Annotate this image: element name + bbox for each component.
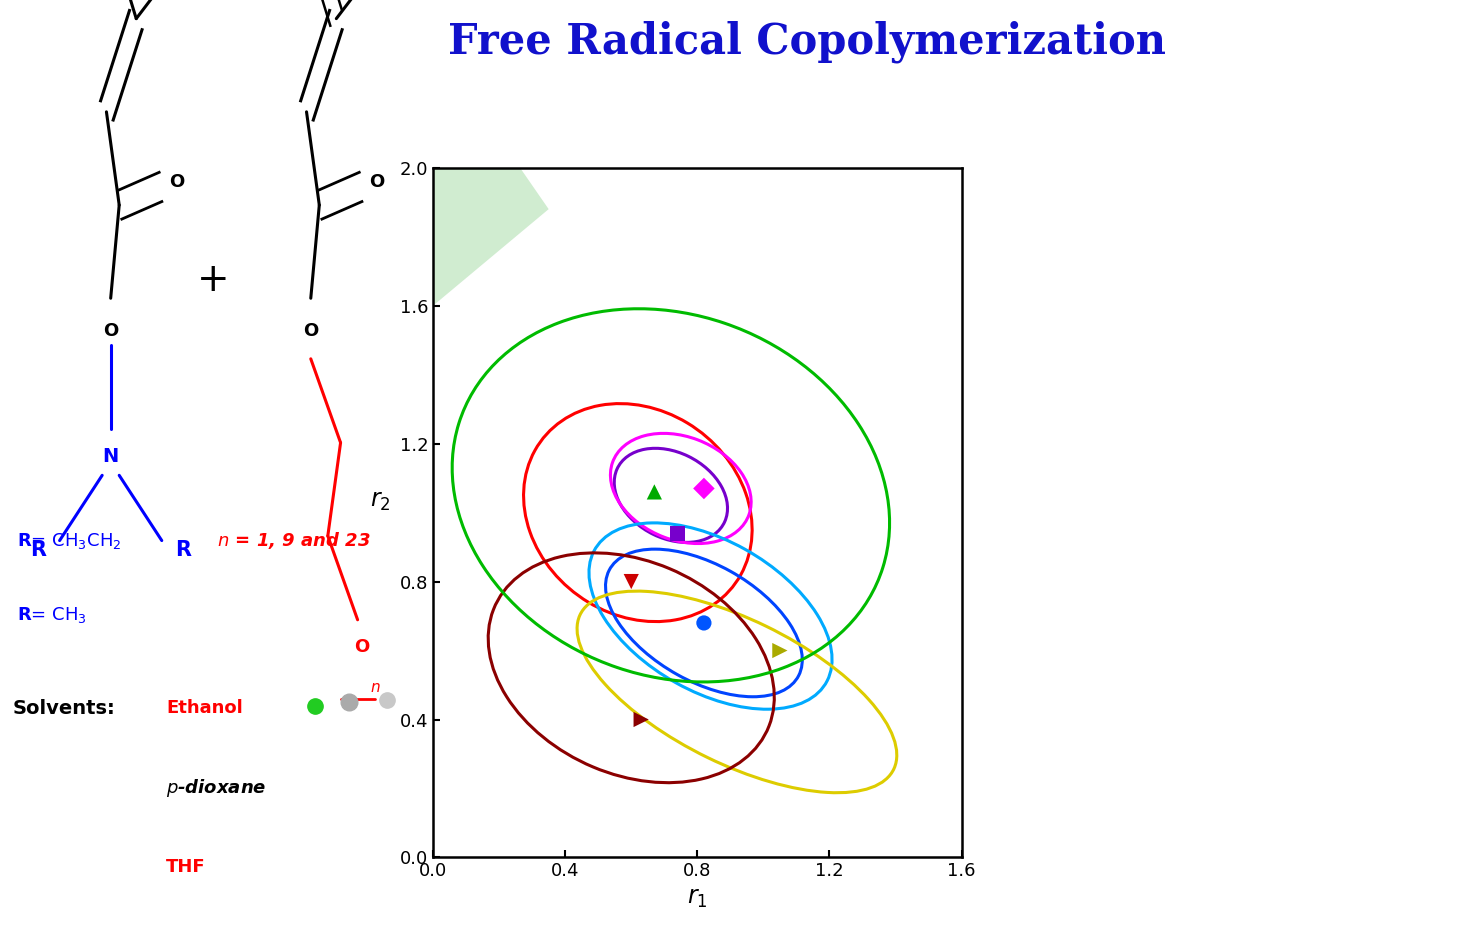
Text: THF: THF [166, 857, 206, 876]
Polygon shape [505, 30, 599, 147]
Text: R: R [175, 540, 191, 560]
Point [643, 485, 666, 500]
Point [665, 526, 690, 541]
Text: O: O [368, 172, 385, 191]
Text: O: O [169, 172, 185, 191]
Polygon shape [251, 71, 549, 334]
Text: +: + [197, 261, 229, 298]
Text: $\mathit{n}$: $\mathit{n}$ [370, 680, 382, 695]
Text: O: O [304, 322, 319, 339]
Text: $\bf{R}$= CH$_3$CH$_2$: $\bf{R}$= CH$_3$CH$_2$ [18, 530, 122, 551]
Point [691, 481, 715, 496]
Text: R: R [31, 540, 47, 560]
Point [619, 574, 643, 589]
Text: Solvents:: Solvents: [13, 699, 116, 718]
Point [630, 712, 653, 727]
Text: Ethanol: Ethanol [166, 699, 242, 718]
Text: N: N [103, 447, 119, 466]
Text: $p$-dioxane: $p$-dioxane [166, 776, 267, 799]
Text: $\mathit{n}$ = 1, 9 and 23: $\mathit{n}$ = 1, 9 and 23 [217, 530, 370, 551]
Y-axis label: $r_2$: $r_2$ [370, 488, 390, 513]
Point [768, 643, 791, 658]
Text: Free Radical Copolymerization: Free Radical Copolymerization [448, 21, 1167, 63]
Point [691, 615, 715, 630]
Text: O: O [103, 322, 119, 339]
Text: $\bf{R}$= CH$_3$: $\bf{R}$= CH$_3$ [18, 605, 87, 625]
X-axis label: $r_1$: $r_1$ [687, 885, 708, 910]
Text: O: O [354, 638, 370, 656]
